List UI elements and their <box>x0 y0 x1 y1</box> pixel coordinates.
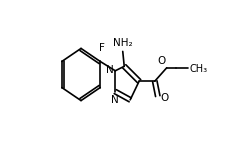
Text: N: N <box>106 65 114 75</box>
Text: F: F <box>99 42 105 53</box>
Text: N: N <box>111 95 118 105</box>
Text: O: O <box>160 93 168 103</box>
Text: NH₂: NH₂ <box>113 38 132 48</box>
Text: O: O <box>158 56 166 66</box>
Text: CH₃: CH₃ <box>190 64 208 74</box>
